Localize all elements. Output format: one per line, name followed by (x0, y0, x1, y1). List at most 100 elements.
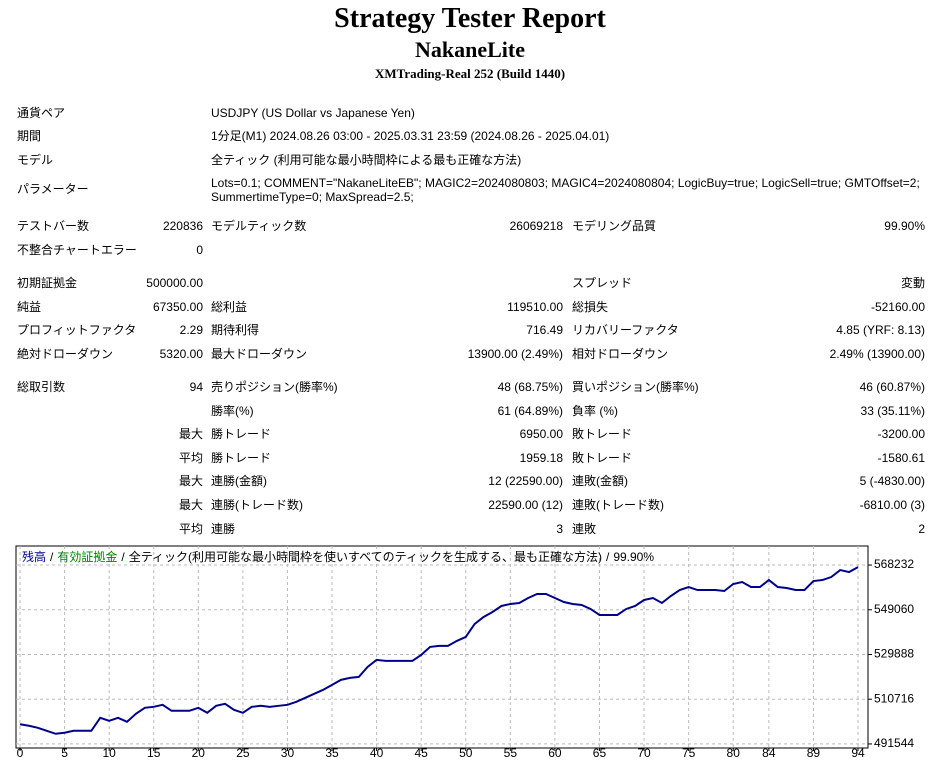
info-value: 全ティック (利用可能な最小時間枠による最も正確な方法) (211, 153, 522, 167)
legend-entry: 残高 (22, 549, 46, 564)
x-tick-label: 25 (236, 746, 250, 760)
stat-value: 99.90% (884, 219, 925, 233)
stat-value: 最大 (178, 498, 203, 512)
info-label: 通貨ペア (17, 106, 66, 120)
server-info: XMTrading-Real 252 (Build 1440) (374, 66, 566, 81)
x-tick-label: 75 (682, 746, 696, 760)
stat-label: 負率 (%) (572, 403, 618, 418)
stat-label: 売りポジション(勝率%) (211, 380, 338, 394)
stat-label: モデルティック数 (211, 219, 307, 233)
legend-separator: / (606, 550, 610, 564)
stat-label: 勝トレード (211, 427, 272, 442)
stat-value: 2.49% (13900.00) (829, 346, 925, 361)
stat-value: 平均 (178, 450, 203, 465)
info-value: 1分足(M1) 2024.08.26 03:00 - 2025.03.31 23… (211, 129, 610, 143)
stat-value: 最大 (178, 474, 203, 489)
info-label: パラメーター (17, 182, 89, 196)
stat-value: 6950.00 (519, 427, 563, 442)
legend-separator: / (121, 550, 125, 564)
stat-value: 変動 (900, 276, 925, 290)
stat-label: 勝トレード (211, 450, 272, 465)
x-tick-label: 0 (17, 746, 24, 760)
y-tick-label: 529888 (874, 647, 914, 661)
stat-label: 連敗(金額) (572, 474, 628, 489)
stat-value: 220836 (162, 219, 203, 233)
info-value: Lots=0.1; COMMENT="NakaneLiteEB"; MAGIC2… (211, 176, 920, 204)
stat-value: 2.29 (179, 323, 203, 338)
stat-value: -1580.61 (877, 450, 925, 465)
x-tick-label: 65 (593, 746, 607, 760)
stat-value: 94 (189, 380, 203, 394)
stat-value: 3 (556, 521, 563, 536)
stat-value: -3200.00 (877, 427, 925, 442)
stat-value: 500000.00 (146, 276, 203, 290)
x-tick-label: 15 (147, 746, 161, 760)
stat-value: 119510.00 (507, 299, 563, 314)
stat-label: 初期証拠金 (17, 276, 78, 290)
legend-entry: 有効証拠金 (57, 549, 117, 564)
stat-value: 最大 (178, 427, 203, 442)
stat-value: 33 (35.11%) (860, 403, 925, 418)
stat-label: 連敗 (572, 521, 597, 536)
report-title: Strategy Tester Report (334, 3, 606, 34)
plot-frame (15, 545, 869, 749)
stat-label: 不整合チャートエラー (17, 242, 137, 257)
stat-value: 22590.00 (12) (488, 498, 563, 512)
y-tick-label: 491544 (874, 736, 914, 750)
info-label: 期間 (17, 129, 42, 143)
stat-value: 1959.18 (519, 450, 563, 465)
stat-value: 12 (22590.00) (488, 474, 563, 489)
x-tick-label: 10 (102, 746, 116, 760)
x-tick-label: 55 (504, 746, 518, 760)
x-tick-label: 45 (415, 746, 429, 760)
stat-value: 5 (-4830.00) (859, 474, 925, 489)
x-tick-label: 80 (727, 746, 741, 760)
x-tick-label: 50 (459, 746, 473, 760)
stat-label: リカバリーファクタ (572, 323, 679, 338)
stat-label: 総利益 (211, 299, 248, 314)
stat-value: 67350.00 (152, 299, 203, 314)
stat-label: スプレッド (572, 276, 633, 290)
stat-label: モデリング品質 (572, 219, 657, 233)
balance-chart: 491544 510716 529888 549060 568232 0 5 10 15 20 25… (15, 545, 914, 760)
y-tick-label: 549060 (874, 602, 914, 616)
stat-value: 2 (918, 521, 925, 536)
model-text: 全ティック(利用可能な最小時間枠を使いすべてのティックを生成する、最も正確な方法… (129, 549, 602, 564)
stat-label: 純益 (17, 299, 42, 314)
balance-line (19, 566, 859, 735)
x-tick-label: 60 (548, 746, 562, 760)
info-value: USDJPY (US Dollar vs Japanese Yen) (211, 106, 415, 120)
stat-value: -52160.00 (870, 299, 925, 314)
stat-value: 0 (196, 242, 203, 257)
info-label: モデル (17, 153, 54, 167)
stat-label: 連敗(トレード数) (572, 498, 664, 512)
x-tick-label: 70 (637, 746, 651, 760)
x-tick-label: 35 (325, 746, 339, 760)
stat-value: 48 (68.75%) (497, 380, 563, 394)
y-tick-label: 510716 (874, 691, 914, 705)
stat-label: 連勝(トレード数) (211, 498, 303, 512)
stat-value: 716.49 (526, 323, 563, 338)
stat-value: 26069218 (509, 219, 563, 233)
stat-label: 相対ドローダウン (572, 346, 669, 361)
stat-value: 61 (64.89%) (497, 403, 563, 418)
stat-label: 買いポジション(勝率%) (572, 380, 699, 394)
stat-label: 敗トレード (572, 450, 633, 465)
legend-separator: / (50, 550, 54, 564)
stat-label: プロフィットファクタ (17, 323, 137, 338)
y-tick-label: 568232 (874, 557, 914, 571)
stat-label: 総取引数 (17, 380, 66, 394)
stat-label: 総損失 (572, 299, 609, 314)
legend: 残高 / 有効証拠金 / 全ティック(利用可能な最小時間枠を使いすべてのティックを生成す… (22, 549, 654, 564)
stat-label: 勝率(%) (211, 403, 254, 418)
stat-label: 期待利得 (211, 323, 260, 338)
stat-value: -6810.00 (3) (859, 498, 925, 512)
stat-value: 4.85 (YRF: 8.13) (836, 323, 925, 338)
quality-text: 99.90% (613, 550, 654, 564)
x-tick-label: 94 (851, 746, 865, 760)
x-tick-label: 84 (762, 746, 776, 760)
stat-label: 連勝(金額) (211, 474, 267, 489)
stat-value: 46 (60.87%) (859, 380, 925, 394)
x-tick-label: 20 (192, 746, 206, 760)
